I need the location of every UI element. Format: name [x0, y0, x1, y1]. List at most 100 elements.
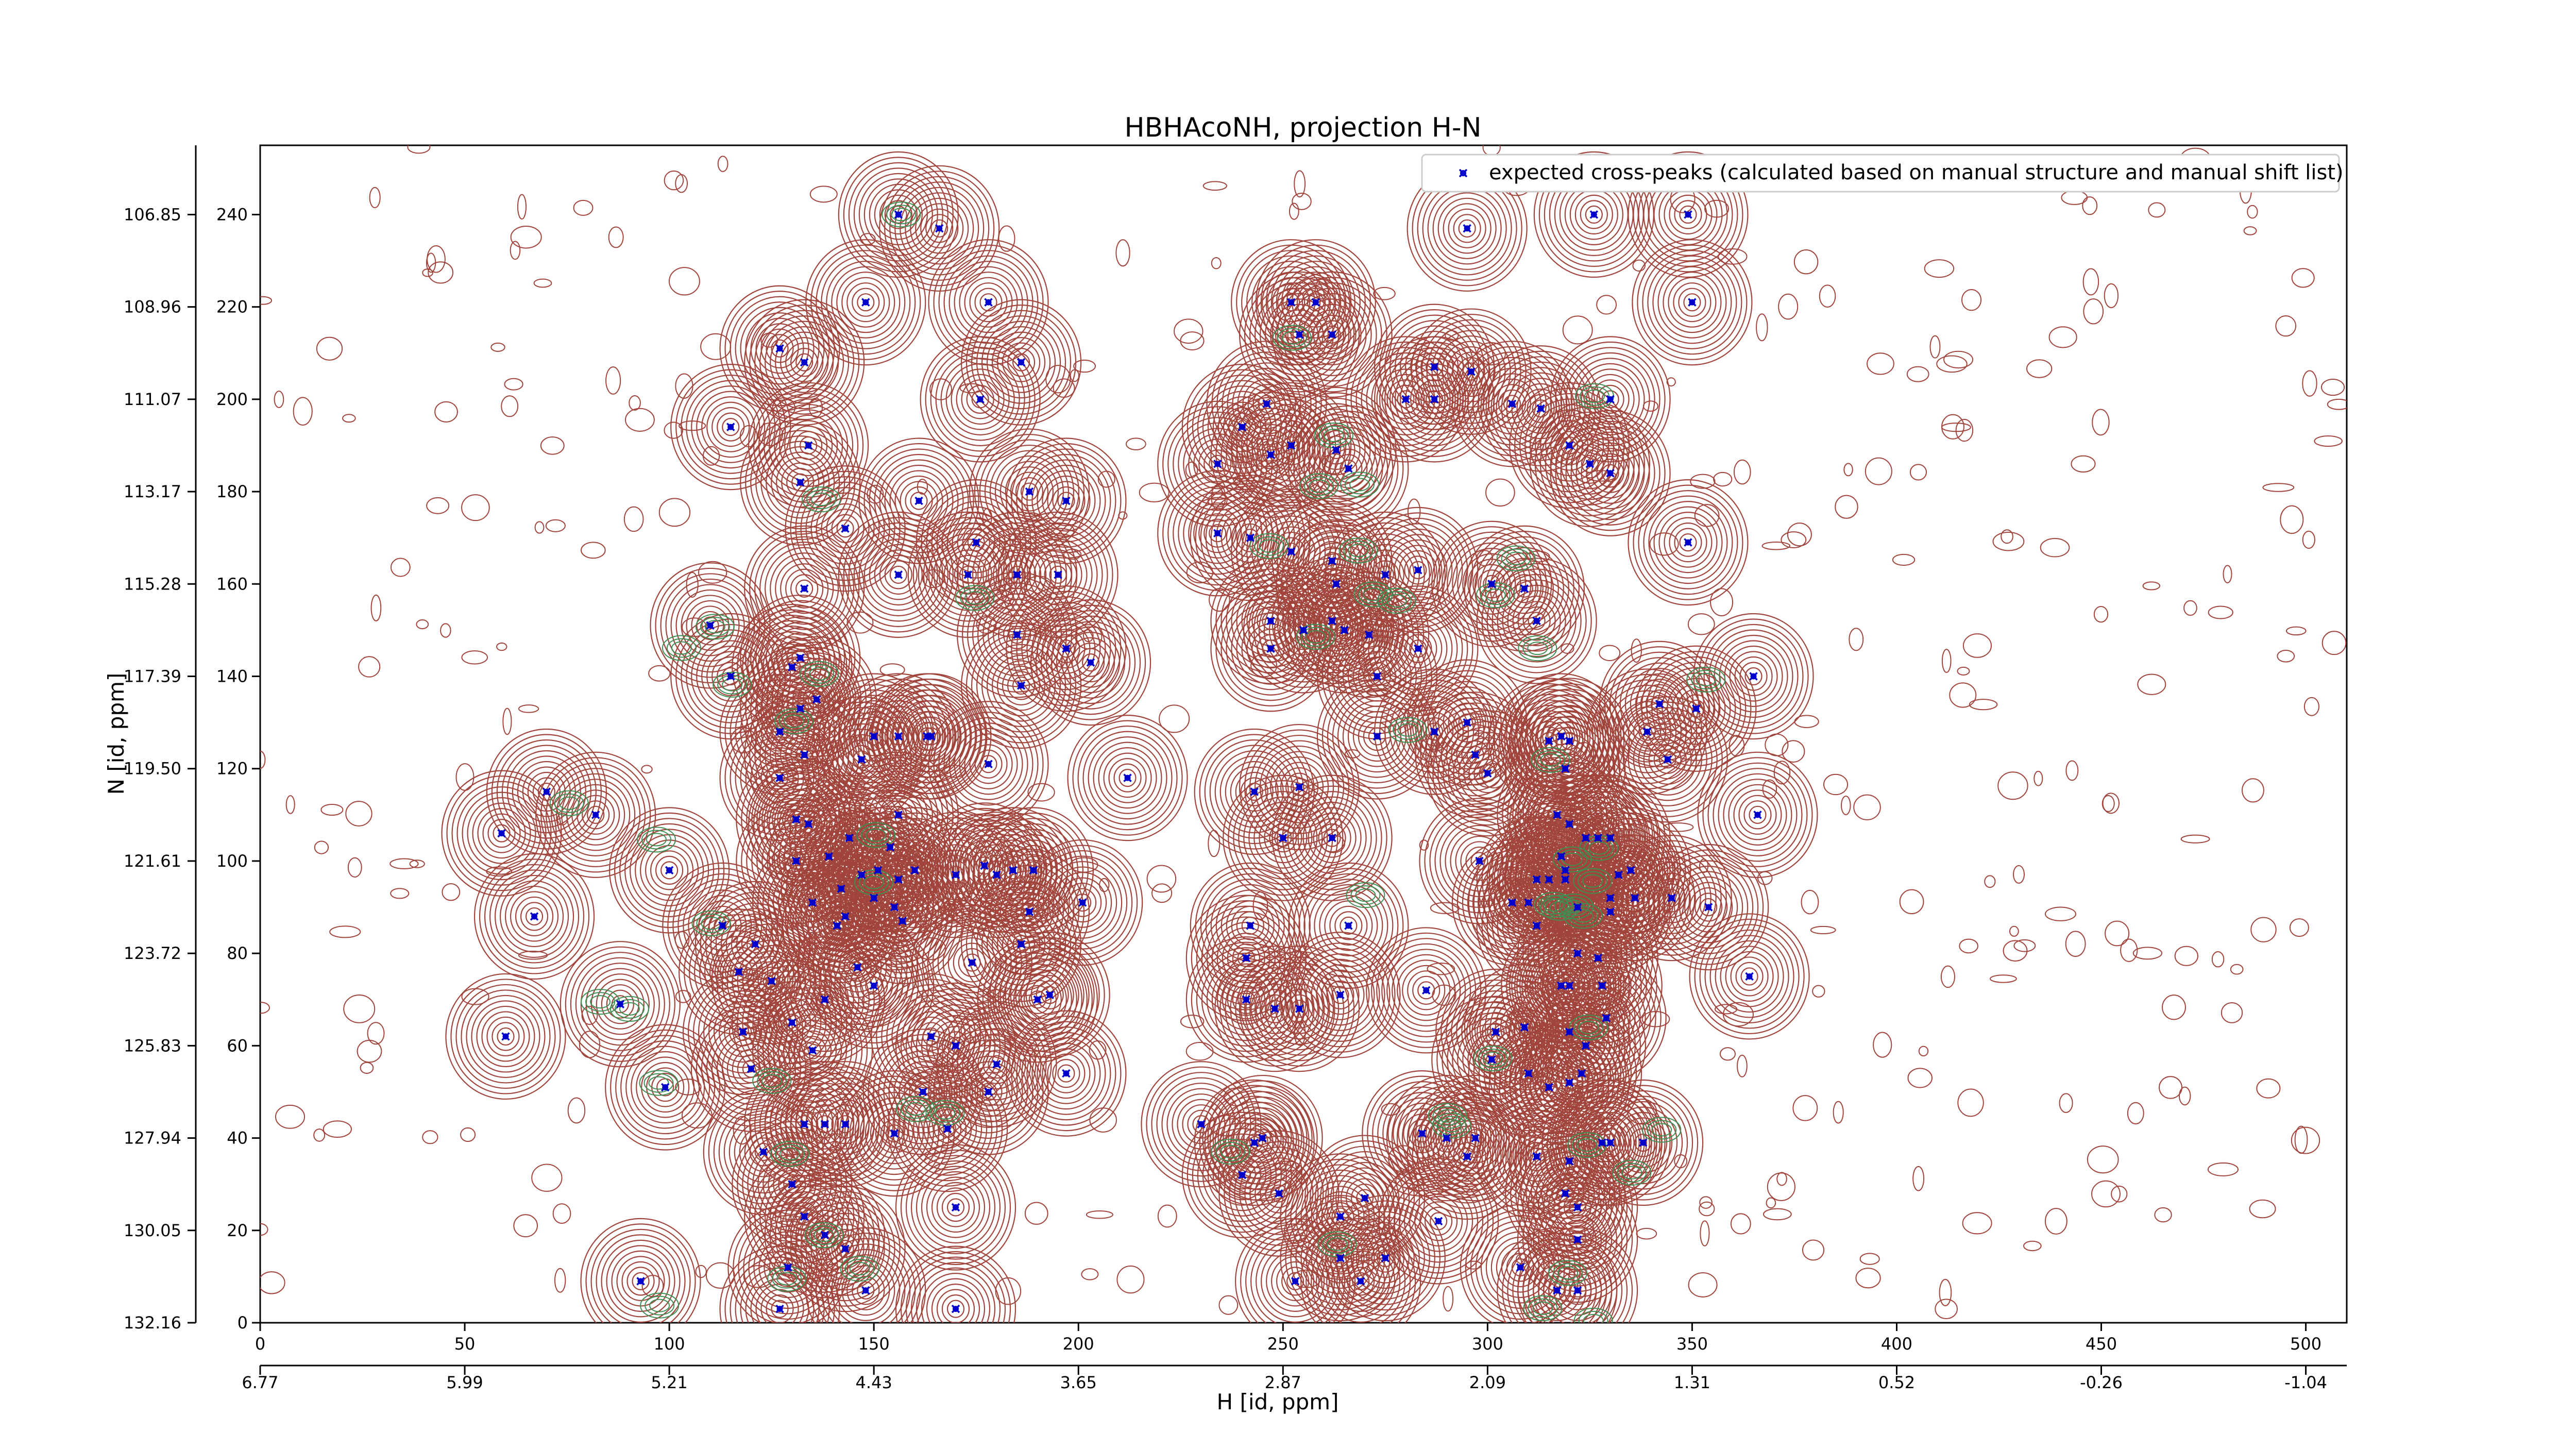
- contour-ring: [745, 1273, 815, 1323]
- contour-ring: [540, 757, 651, 873]
- noise-contour: [347, 857, 362, 878]
- contour-ring: [816, 1115, 834, 1134]
- contour-ring: [842, 739, 881, 780]
- negative-contour: [1588, 841, 1609, 855]
- negative-contour: [1543, 898, 1564, 912]
- cross-peak-marker: [1299, 626, 1308, 635]
- contour-ring: [1530, 1119, 1609, 1203]
- contour-ring: [941, 1294, 970, 1323]
- negative-contour: [1441, 1119, 1462, 1133]
- cross-peak-marker: [1491, 1027, 1500, 1036]
- contour-ring: [1319, 437, 1378, 499]
- contour-ring: [1512, 595, 1561, 647]
- y-tick-label: 120: [216, 759, 248, 779]
- contour-ring: [1037, 470, 1096, 532]
- contour-ring: [1633, 723, 1702, 796]
- contour-ring: [931, 1284, 980, 1323]
- cross-peak-marker: [841, 1244, 850, 1253]
- contour-ring: [969, 428, 1090, 555]
- contour-ring: [741, 930, 769, 959]
- contour-ring: [823, 911, 851, 940]
- noise-contour: [2083, 298, 2104, 325]
- noise-contour: [1843, 463, 1853, 477]
- negative-contour: [671, 641, 692, 655]
- noise-contour: [510, 226, 542, 249]
- contour-ring: [1253, 807, 1313, 869]
- noise-contour: [2174, 946, 2198, 966]
- noise-contour: [367, 1022, 385, 1045]
- cross-peak-marker: [1594, 833, 1603, 843]
- noise-contour: [717, 156, 728, 172]
- contour-ring: [497, 1027, 515, 1046]
- noise-contour: [1443, 1286, 1454, 1312]
- noise-contour: [1445, 330, 1459, 341]
- cross-peak-marker: [1561, 866, 1570, 875]
- x-ppm-tick-label: 3.65: [1060, 1373, 1097, 1392]
- contour-ring: [817, 712, 907, 806]
- noise-contour: [867, 484, 884, 504]
- noise-contour: [260, 1271, 285, 1294]
- noise-contour: [1180, 1015, 1205, 1029]
- noise-contour: [1070, 369, 1079, 382]
- contour-ring: [1561, 971, 1651, 1065]
- noise-contour: [664, 170, 684, 191]
- y-ppm-tick-label: 108.96: [124, 297, 181, 317]
- y-ppm-ticks: 132.16130.05127.94125.83123.72121.61119.…: [124, 145, 197, 1333]
- contour-ring: [1313, 818, 1351, 858]
- negative-contour: [844, 1258, 875, 1278]
- cross-peak-marker: [1475, 856, 1484, 866]
- contour-ring: [566, 784, 625, 846]
- contour-ring: [1197, 380, 1287, 474]
- cross-peak-marker: [1704, 903, 1713, 912]
- contour-ring: [731, 919, 779, 970]
- noise-contour: [648, 665, 671, 682]
- contour-ring: [596, 1234, 686, 1323]
- contour-ring: [816, 250, 916, 355]
- noise-contour: [390, 888, 410, 899]
- noise-contour: [674, 931, 690, 949]
- contour-ring: [481, 1011, 530, 1062]
- cross-peak-marker: [1565, 1078, 1574, 1087]
- cross-peak-marker: [1557, 732, 1566, 741]
- contour-ring: [1258, 583, 1349, 677]
- contour-ring: [1703, 624, 1804, 729]
- noise-contour: [1283, 1218, 1308, 1244]
- noise-contour: [573, 199, 594, 216]
- noise-contour: [342, 414, 356, 423]
- noise-contour: [1801, 889, 1819, 915]
- contour-ring: [1335, 1205, 1435, 1311]
- contour-ring: [1081, 653, 1100, 672]
- noise-contour: [976, 615, 997, 634]
- cross-peak-marker: [1250, 1138, 1259, 1147]
- x-ppm-tick-label: 2.87: [1265, 1373, 1301, 1392]
- cross-peak-marker: [1246, 921, 1255, 930]
- contour-ring: [1679, 876, 1738, 938]
- contour-ring: [1581, 442, 1640, 504]
- noise-contour: [1086, 1210, 1113, 1219]
- cross-peak-marker: [1442, 1134, 1451, 1142]
- contour-ring: [1515, 716, 1616, 821]
- x-ppm-ticks: 6.77 5.99 5.21 4.43 3.65 2.87 2.09 1.31 0.52 -0.2…: [242, 1366, 2327, 1392]
- noise-contour: [1202, 181, 1227, 191]
- noise-contour: [1663, 822, 1694, 832]
- negative-contour: [639, 1070, 679, 1096]
- noise-contour: [460, 1127, 476, 1142]
- cross-peak-marker: [1532, 875, 1541, 884]
- contour-ring: [1021, 453, 1111, 548]
- contour-ring: [1221, 568, 1321, 673]
- noise-contour: [416, 619, 429, 630]
- cross-peak-marker: [1606, 1138, 1615, 1147]
- cross-peak-marker: [775, 344, 784, 353]
- contour-ring: [991, 654, 1051, 717]
- contour-ring: [1194, 728, 1315, 855]
- contour-ring: [551, 768, 641, 862]
- contour-ring: [1050, 621, 1131, 704]
- y-axis-label: N [id, ppm]: [104, 673, 129, 795]
- noise-contour: [2071, 455, 2096, 473]
- noise-contour: [1211, 257, 1222, 269]
- cross-peak-marker: [1483, 769, 1492, 778]
- contour-ring: [857, 293, 875, 312]
- noise-contour: [1118, 511, 1128, 520]
- noise-contour: [2148, 202, 2166, 218]
- contour-ring: [1412, 1099, 1522, 1215]
